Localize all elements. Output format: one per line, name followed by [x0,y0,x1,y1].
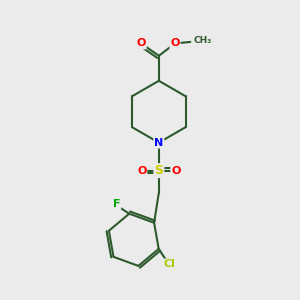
Text: O: O [137,166,146,176]
Text: O: O [171,166,181,176]
Text: Cl: Cl [164,260,176,269]
Text: S: S [154,164,163,177]
Text: N: N [154,138,164,148]
Text: O: O [136,38,146,48]
Text: O: O [170,38,180,48]
Text: CH₃: CH₃ [194,36,212,45]
Text: F: F [113,199,120,209]
